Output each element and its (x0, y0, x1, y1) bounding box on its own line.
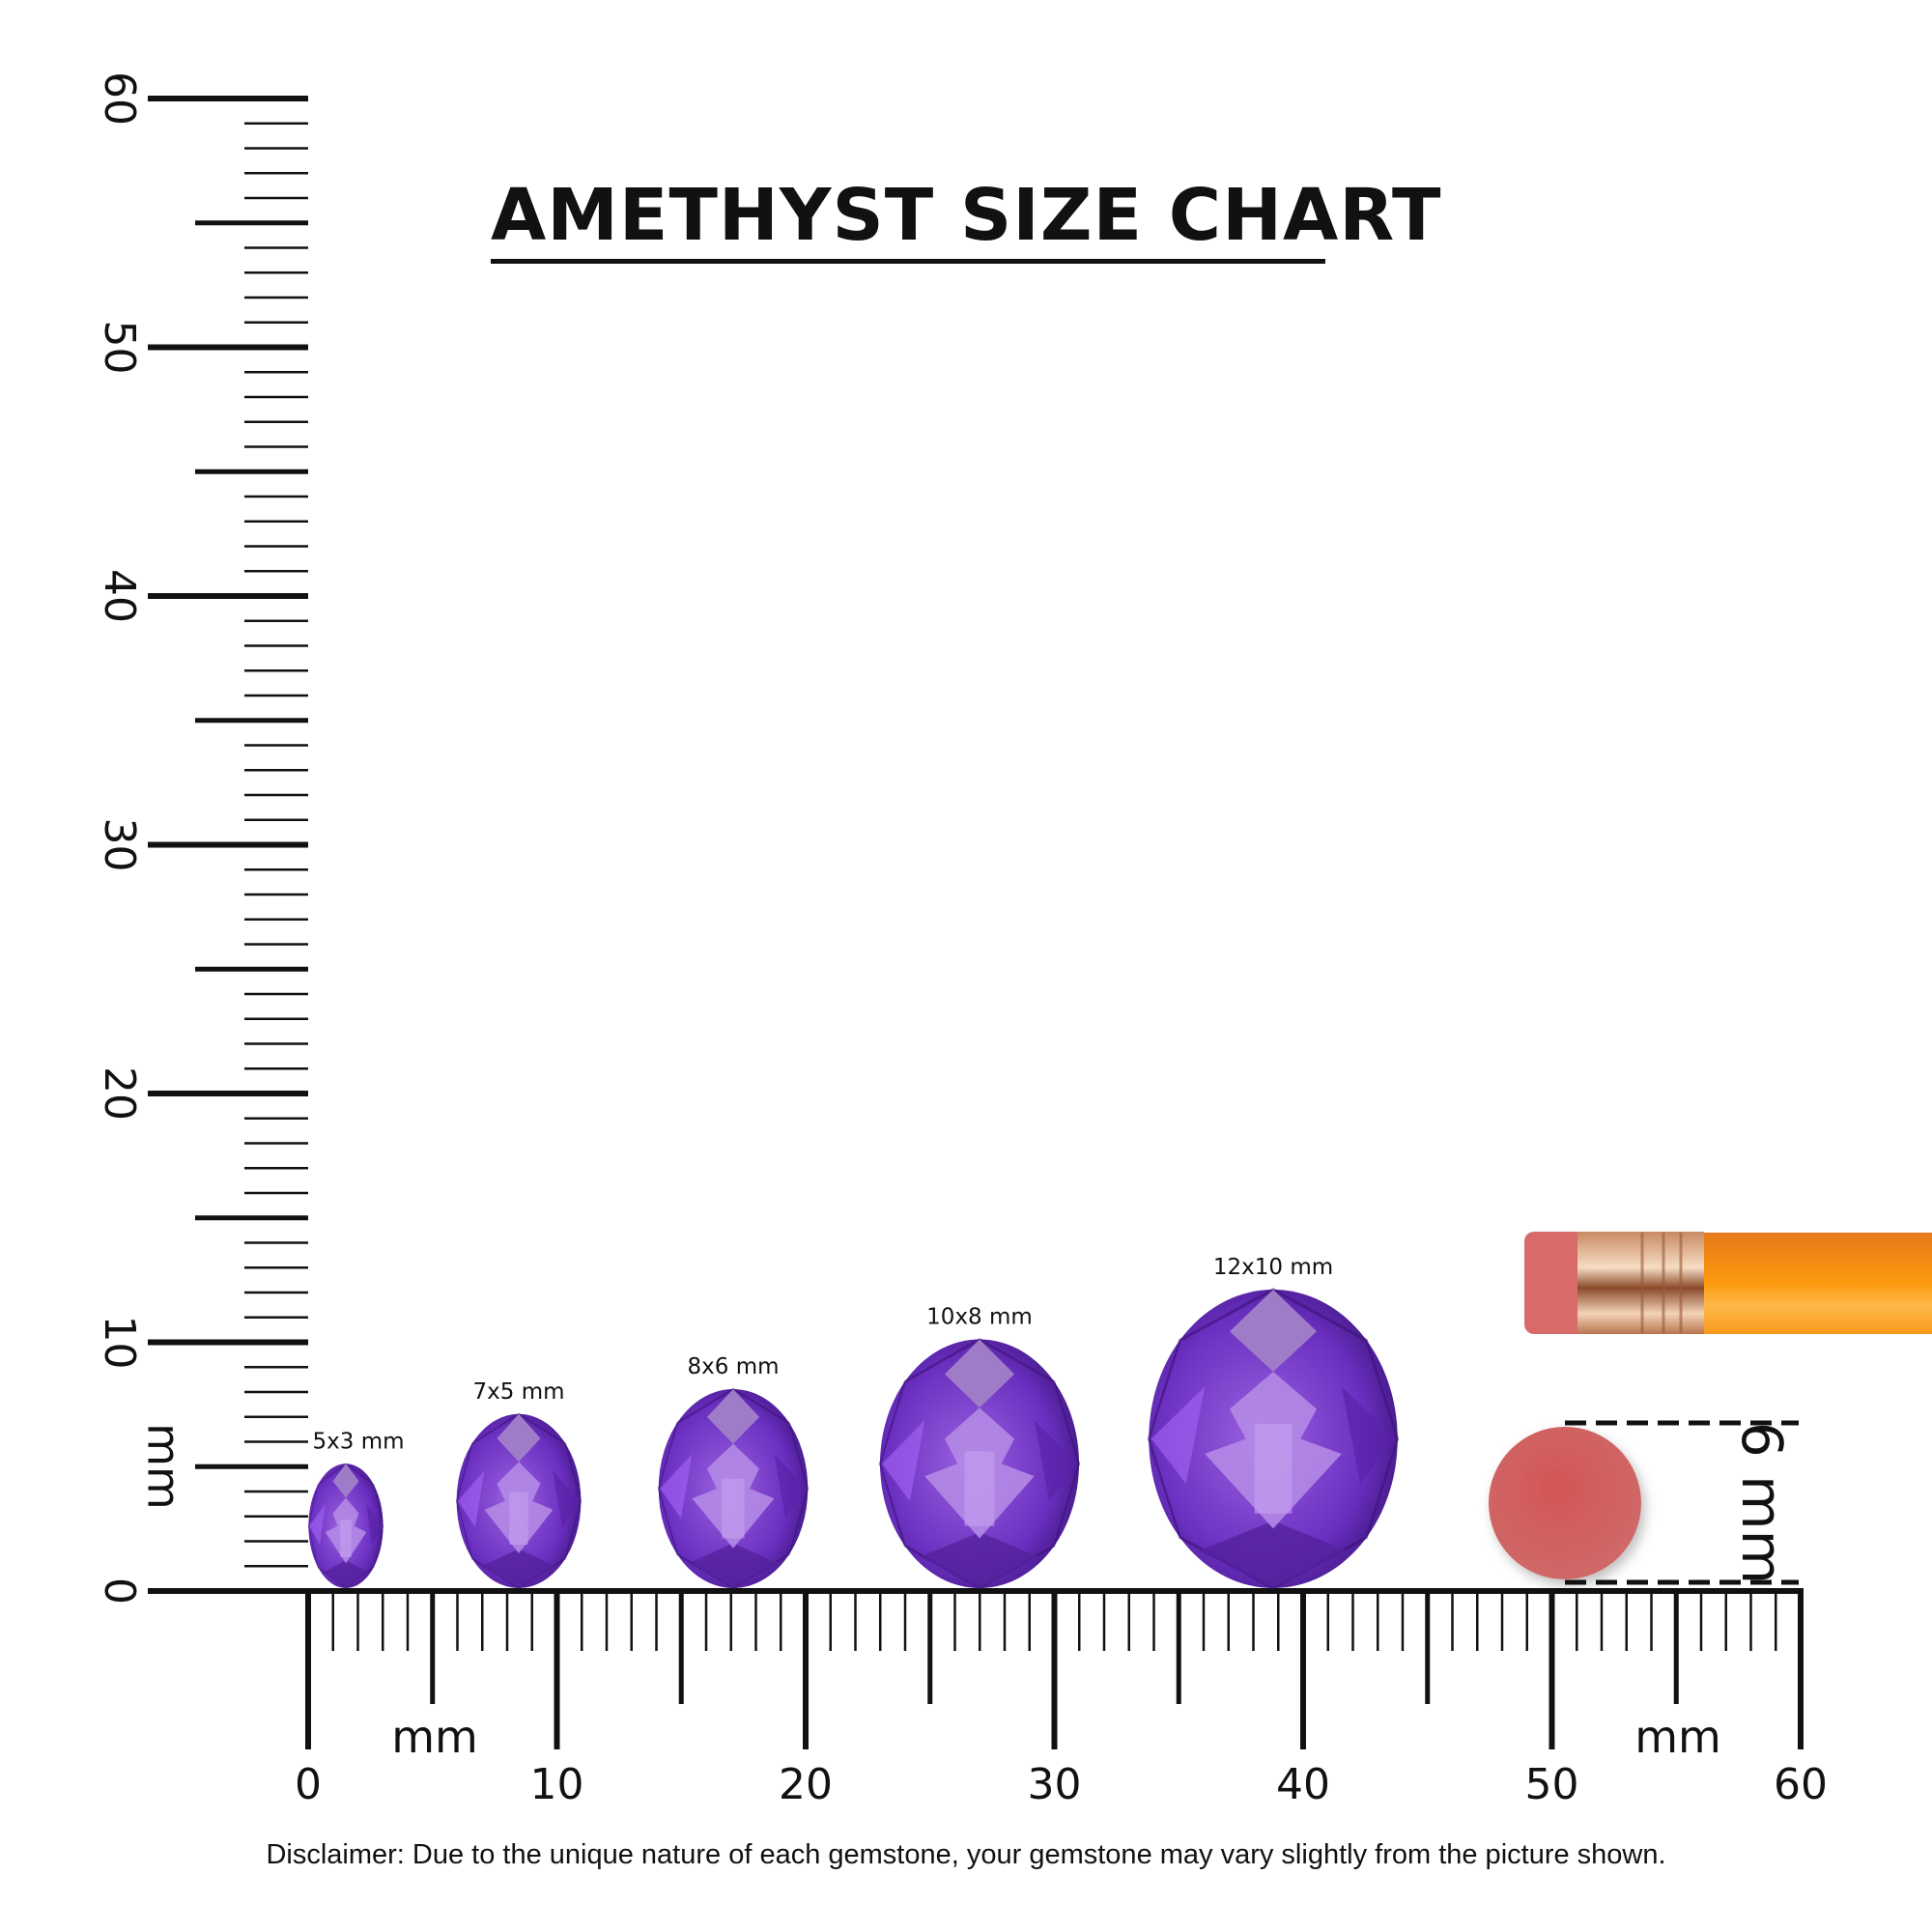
title-underline (491, 259, 1325, 264)
gem-8x6mm (657, 1387, 810, 1590)
pencil-image (1524, 1232, 1932, 1334)
horizontal-ruler: 0 10 20 30 40 50 60 (295, 1588, 1828, 1809)
pencil-eraser (1524, 1232, 1592, 1334)
horizontal-ruler-label: 50 (1525, 1760, 1579, 1809)
horizontal-ruler-unit: mm (391, 1711, 478, 1763)
horizontal-ruler-label: 40 (1276, 1760, 1330, 1809)
gem-12x10mm (1147, 1288, 1400, 1590)
gem-size-label: 8x6 mm (688, 1354, 780, 1379)
disclaimer: Disclaimer: Due to the unique nature of … (266, 1839, 1666, 1870)
gem-10x8mm (878, 1338, 1081, 1590)
vertical-ruler-label: 10 (95, 1316, 144, 1370)
horizontal-ruler-label: 60 (1774, 1760, 1828, 1809)
horizontal-ruler-label: 30 (1028, 1760, 1082, 1809)
gem-row: 5x3 mm 7x5 mm 8x6 mm 10x8 mm 12x10 mm (307, 1255, 1400, 1590)
horizontal-ruler-unit-right: mm (1634, 1711, 1721, 1763)
vertical-ruler-label: 20 (95, 1066, 144, 1121)
horizontal-ruler-label: 10 (530, 1760, 584, 1809)
vertical-ruler: 0 10 20 30 40 50 60 (95, 71, 308, 1605)
vertical-ruler-label: 40 (95, 569, 144, 623)
pencil-body (1704, 1233, 1932, 1334)
gem-size-label: 5x3 mm (313, 1429, 405, 1454)
gem-top-facet (1229, 1290, 1318, 1372)
vertical-ruler-label: 30 (95, 818, 144, 872)
gem-size-label: 10x8 mm (926, 1305, 1033, 1330)
vertical-ruler-label: 0 (95, 1577, 144, 1605)
gem-top-facet (944, 1339, 1015, 1408)
eraser-reference: 6 mm (1489, 1420, 1799, 1585)
gem-size-label: 12x10 mm (1213, 1255, 1333, 1280)
gem-size-label: 7x5 mm (473, 1379, 565, 1405)
eraser-circle (1489, 1427, 1641, 1579)
vertical-ruler-label: 60 (95, 71, 144, 126)
page-title: AMETHYST SIZE CHART (491, 174, 1442, 257)
horizontal-ruler-label: 20 (779, 1760, 833, 1809)
vertical-ruler-unit: mm (138, 1423, 190, 1510)
gem-top-facet (332, 1463, 359, 1498)
gem-7x5mm (455, 1412, 582, 1589)
vertical-ruler-label: 50 (95, 321, 144, 375)
eraser-size-label: 6 mm (1729, 1422, 1795, 1584)
gem-top-facet (497, 1413, 541, 1463)
horizontal-ruler-label: 0 (295, 1760, 322, 1809)
gem-top-facet (706, 1389, 760, 1444)
gem-5x3mm (307, 1463, 384, 1589)
